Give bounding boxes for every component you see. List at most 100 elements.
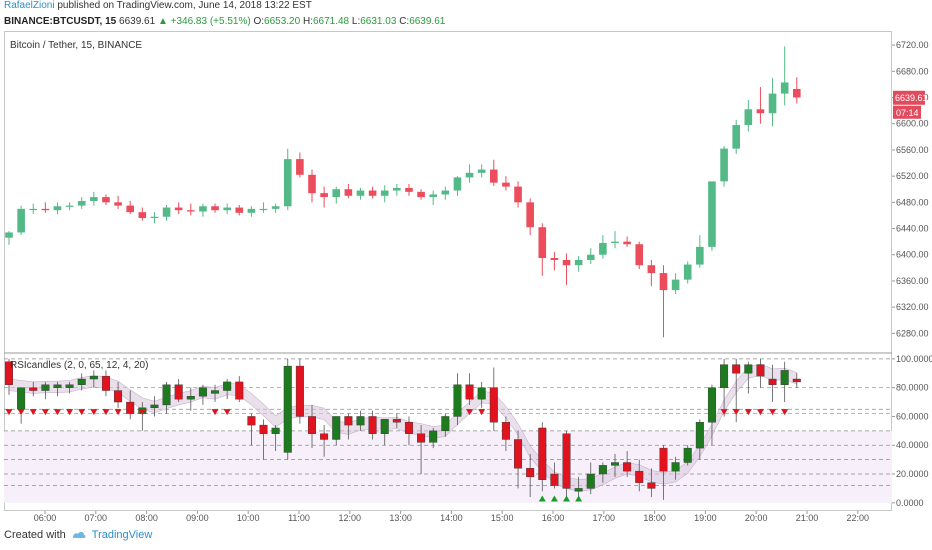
rsi-candle xyxy=(768,364,777,403)
price-candle xyxy=(223,203,231,215)
price-candle-body xyxy=(102,197,110,203)
price-candle xyxy=(332,186,341,204)
rsi-candle xyxy=(77,373,86,391)
price-candle xyxy=(720,145,728,187)
sell-signal-marker xyxy=(138,409,146,416)
rsi-candle xyxy=(368,410,377,440)
rsi-axis-label: 20.0000 xyxy=(896,469,929,479)
rsi-candle xyxy=(259,419,268,460)
rsi-candle xyxy=(89,370,98,388)
rsi-candle xyxy=(453,373,462,426)
price-candle xyxy=(514,181,522,208)
rsi-candle-body xyxy=(441,416,450,432)
rsi-candle xyxy=(320,425,329,457)
price-candle xyxy=(683,261,692,284)
price-candle xyxy=(393,183,401,196)
price-candle-body xyxy=(126,205,134,213)
price-candle xyxy=(574,256,583,272)
rsi-candle-body xyxy=(53,384,62,388)
rsi-candle-body xyxy=(732,364,741,374)
rsi-candle xyxy=(477,381,486,408)
high-label: H: xyxy=(302,16,313,27)
publish-header: RafaelZioni published on TradingView.com… xyxy=(4,0,928,12)
price-candle-body xyxy=(671,279,680,291)
price-candle xyxy=(671,273,680,295)
sell-signal-marker xyxy=(41,409,49,416)
price-pane[interactable]: 6720.006680.006640.006600.006560.006520.… xyxy=(4,40,929,354)
price-candle xyxy=(126,201,134,215)
time-axis-label: 18:00 xyxy=(643,513,666,523)
price-candle-body xyxy=(683,264,692,280)
rsi-candle-body xyxy=(659,447,668,472)
sell-signal-marker xyxy=(17,409,25,416)
rsi-axis-label: 0.0000 xyxy=(896,498,924,508)
price-candle xyxy=(599,235,607,259)
rsi-candle-body xyxy=(17,387,26,410)
rsi-candle xyxy=(41,381,50,400)
price-candle xyxy=(235,204,244,216)
rsi-candle-body xyxy=(611,462,620,466)
price-candle xyxy=(102,194,110,205)
price-candle-body xyxy=(162,207,171,217)
rsi-candle xyxy=(174,379,183,403)
rsi-candle-body xyxy=(683,447,692,463)
time-axis-label: 20:00 xyxy=(745,513,768,523)
time-axis-label: 16:00 xyxy=(542,513,565,523)
price-axis-label: 6400.00 xyxy=(896,250,929,260)
price-candle-body xyxy=(623,241,631,245)
price-candle xyxy=(441,186,450,200)
price-candle xyxy=(150,212,159,224)
high-value: 6671.48 xyxy=(312,16,350,27)
price-candle xyxy=(732,119,740,154)
symbol-label: BINANCE:BTCUSDT, 15 xyxy=(4,16,117,27)
rsi-candle-body xyxy=(4,361,13,385)
time-axis-label: 08:00 xyxy=(135,513,158,523)
price-candle xyxy=(308,169,316,203)
price-candle xyxy=(538,223,547,276)
price-candle-body xyxy=(514,186,522,203)
rsi-candle-body xyxy=(174,384,183,400)
close-value: 6639.61 xyxy=(409,16,446,27)
rsi-candle-body xyxy=(501,422,510,440)
rsi-candle-body xyxy=(162,384,171,406)
rsi-candle xyxy=(671,456,680,480)
low-label: L: xyxy=(351,16,361,27)
time-axis-label: 10:00 xyxy=(237,513,260,523)
rsi-candle xyxy=(344,413,353,440)
price-candle-body xyxy=(235,207,244,213)
price-candle-body xyxy=(477,169,486,173)
rsi-candle xyxy=(707,384,716,446)
rsi-candle xyxy=(392,413,401,428)
price-candle xyxy=(90,191,98,206)
rsi-candle-body xyxy=(247,416,256,426)
price-candle-body xyxy=(259,208,268,211)
rsi-candle-body xyxy=(223,381,232,391)
rsi-candle xyxy=(550,462,559,489)
tradingview-brand[interactable]: TradingView xyxy=(91,529,153,541)
rsi-candle-body xyxy=(586,473,595,489)
price-candle xyxy=(793,77,801,104)
time-axis-label: 13:00 xyxy=(389,513,412,523)
author-link[interactable]: RafaelZioni xyxy=(4,0,55,11)
price-candle-body xyxy=(417,191,425,198)
price-candle xyxy=(453,176,462,196)
open-value: 6653.20 xyxy=(264,16,301,27)
price-candle xyxy=(659,265,668,338)
rsi-axis-label: 80.0000 xyxy=(896,383,929,393)
rsi-pane[interactable]: 100.0000 80.0000 60.0000 40.0000 20.0000 0.00… xyxy=(4,354,932,508)
price-candle-body xyxy=(29,208,38,211)
rsi-candle-body xyxy=(526,468,535,478)
price-change: ▲ +346.83 (+5.51%) xyxy=(157,16,251,27)
rsi-candle-body xyxy=(235,381,244,400)
rsi-candle xyxy=(501,416,510,451)
oversold-zone xyxy=(4,430,892,503)
price-candle-body xyxy=(90,197,98,202)
price-candle-body xyxy=(247,208,256,213)
price-candle-body xyxy=(332,189,341,198)
price-candle-body xyxy=(538,227,547,259)
buy-signal-marker xyxy=(538,495,546,502)
sell-signal-marker xyxy=(5,409,13,416)
time-axis-label: 17:00 xyxy=(593,513,616,523)
sell-signal-marker xyxy=(66,409,74,416)
